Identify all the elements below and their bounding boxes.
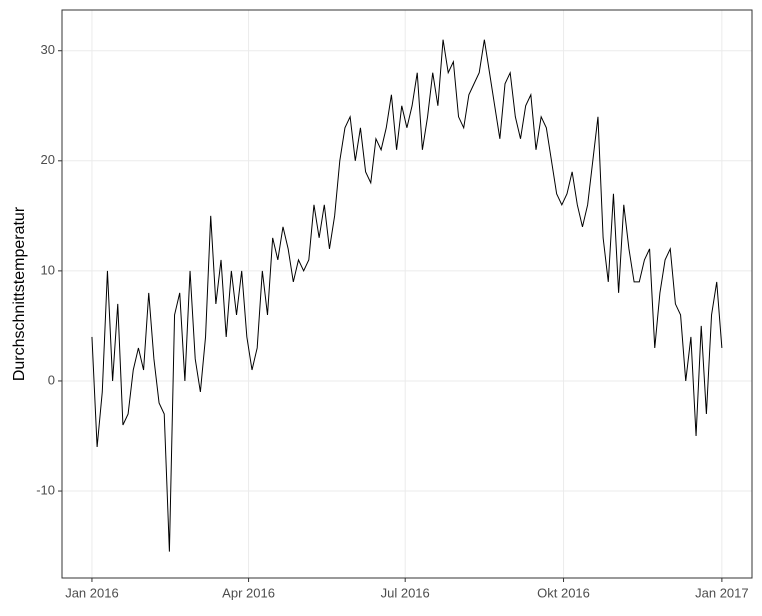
plot-border: [61, 9, 753, 579]
y-axis-label: Durchschnittstemperatur: [11, 206, 28, 381]
y-tick-label: 0: [48, 372, 55, 387]
y-tick-label: 30: [41, 42, 55, 57]
y-tick-label: 20: [41, 152, 55, 167]
y-tick-label: 10: [41, 262, 55, 277]
x-tick-label: Jul 2016: [381, 585, 430, 600]
x-tick-label: Jan 2017: [695, 585, 749, 600]
x-tick-label: Apr 2016: [222, 585, 275, 600]
x-tick-label: Okt 2016: [537, 585, 590, 600]
x-tick-label: Jan 2016: [65, 585, 119, 600]
temperature-line: [91, 39, 723, 552]
y-tick-label: -10: [36, 482, 55, 497]
